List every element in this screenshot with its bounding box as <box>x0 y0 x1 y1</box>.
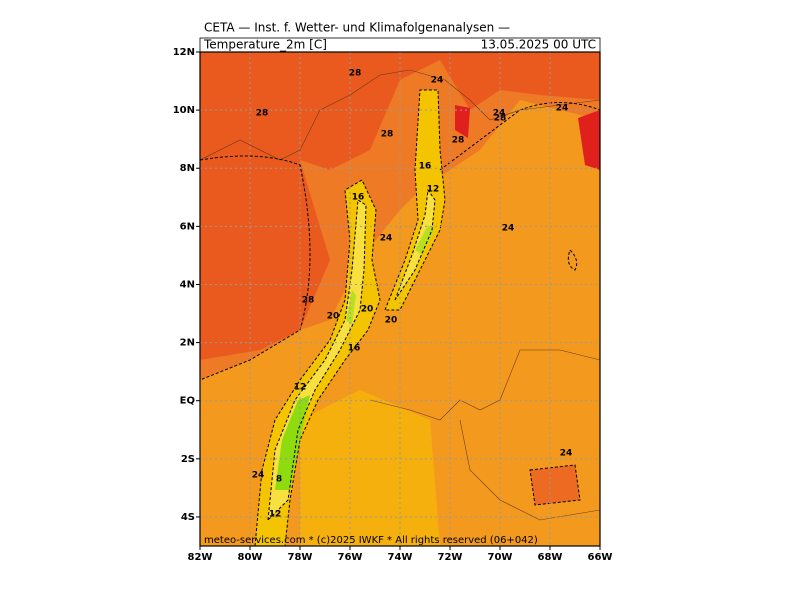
title: CETA — Inst. f. Wetter- und Klimafolgena… <box>204 21 510 35</box>
x-tick-label: 80W <box>238 552 263 563</box>
contour-label: 24 <box>431 76 444 86</box>
field-name: Temperature_2m [C] <box>203 38 327 52</box>
contour-label: 12 <box>269 510 282 520</box>
y-tick-label: 8N <box>180 163 195 174</box>
x-tick-label: 72W <box>438 552 463 563</box>
contour-label: 24 <box>493 109 506 119</box>
contour-label: 28 <box>256 109 269 119</box>
contour-label: 24 <box>556 104 569 114</box>
contour-label: 28 <box>302 296 315 306</box>
valid-time: 13.05.2025 00 UTC <box>481 38 596 52</box>
y-tick-label: 12N <box>173 47 195 58</box>
x-tick-label: 78W <box>288 552 313 563</box>
contour-label: 20 <box>385 316 398 326</box>
contour-label: 12 <box>294 383 307 393</box>
graticule <box>200 52 600 546</box>
contour-label: 20 <box>327 312 340 322</box>
contour-label: 20 <box>361 305 374 315</box>
credit: meteo-services.com * (c)2025 IWKF * All … <box>204 535 538 546</box>
contour-label: 24 <box>380 234 393 244</box>
y-tick-label: 4S <box>181 512 195 523</box>
contour-label: 12 <box>427 185 440 195</box>
x-tick-label: 74W <box>388 552 413 563</box>
contour-label: 16 <box>419 162 432 172</box>
contour-label: 16 <box>348 344 361 354</box>
x-tick-label: 66W <box>588 552 613 563</box>
y-tick-label: 2N <box>180 338 195 349</box>
contour-label: 28 <box>452 136 465 146</box>
contour-label: 24 <box>252 471 265 481</box>
contour-label: 28 <box>381 130 394 140</box>
y-tick-label: EQ <box>180 396 195 407</box>
y-tick-label: 6N <box>180 221 195 232</box>
contour-label: 8 <box>276 475 282 485</box>
contour-label: 16 <box>352 193 365 203</box>
x-tick-label: 82W <box>188 552 213 563</box>
x-tick-label: 76W <box>338 552 363 563</box>
contour-label: 24 <box>502 224 515 234</box>
x-tick-label: 68W <box>538 552 563 563</box>
x-tick-label: 70W <box>488 552 513 563</box>
y-tick-label: 10N <box>173 105 195 116</box>
y-tick-label: 4N <box>180 279 195 290</box>
y-tick-label: 2S <box>181 454 195 465</box>
contour-label: 28 <box>494 114 507 124</box>
contour-label: 28 <box>349 69 362 79</box>
contour-label: 24 <box>560 449 573 459</box>
